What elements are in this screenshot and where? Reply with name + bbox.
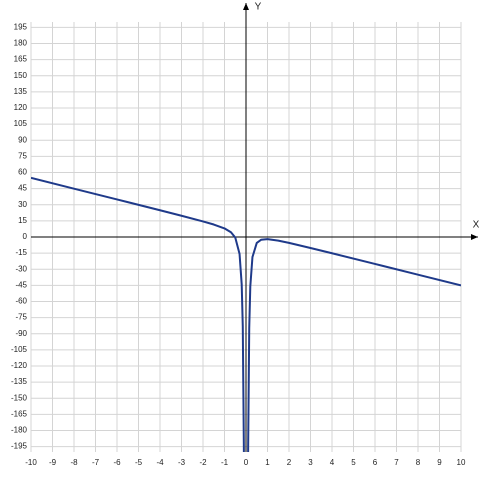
x-tick-label: 3 [308, 458, 313, 467]
x-tick-label: -9 [49, 458, 57, 467]
y-tick-label: 0 [23, 232, 28, 241]
y-axis-arrow [243, 3, 249, 10]
y-tick-label: -150 [11, 393, 28, 402]
x-tick-label: 6 [373, 458, 378, 467]
x-tick-label: 4 [330, 458, 335, 467]
x-tick-label: -5 [135, 458, 143, 467]
y-tick-label: -90 [15, 329, 27, 338]
y-tick-label: 120 [14, 103, 28, 112]
y-tick-label: -60 [15, 297, 27, 306]
y-tick-label: 15 [18, 216, 27, 225]
x-tick-label: 8 [416, 458, 421, 467]
y-tick-label: 150 [14, 71, 28, 80]
x-tick-label: 9 [437, 458, 442, 467]
y-tick-label: -75 [15, 313, 27, 322]
y-tick-label: -135 [11, 377, 28, 386]
x-axis-label: X [473, 220, 480, 231]
x-tick-label: 10 [457, 458, 466, 467]
y-tick-label: -30 [15, 264, 27, 273]
x-tick-label: 1 [265, 458, 270, 467]
x-tick-label: 2 [287, 458, 292, 467]
y-tick-label: 180 [14, 39, 28, 48]
y-tick-label: -180 [11, 426, 28, 435]
y-tick-label: 45 [18, 184, 27, 193]
y-tick-label: 90 [18, 135, 27, 144]
y-tick-label: 60 [18, 168, 27, 177]
x-tick-label: -3 [178, 458, 186, 467]
y-tick-label: -195 [11, 442, 28, 451]
x-tick-label: 5 [351, 458, 356, 467]
y-tick-label: -15 [15, 248, 27, 257]
x-tick-label: 0 [244, 458, 249, 467]
y-tick-label: 195 [14, 22, 28, 31]
x-tick-label: -8 [70, 458, 78, 467]
x-tick-label: -6 [113, 458, 121, 467]
x-tick-label: -2 [199, 458, 207, 467]
x-tick-label: -10 [25, 458, 37, 467]
y-tick-label: 105 [14, 119, 28, 128]
x-tick-label: 7 [394, 458, 399, 467]
x-tick-label: -7 [92, 458, 100, 467]
y-tick-label: -120 [11, 361, 28, 370]
x-tick-label: -1 [221, 458, 229, 467]
x-tick-label: -4 [156, 458, 164, 467]
y-tick-label: -105 [11, 345, 28, 354]
y-tick-label: 165 [14, 55, 28, 64]
y-tick-label: 75 [18, 151, 27, 160]
y-tick-label: -165 [11, 409, 28, 418]
y-tick-label: -45 [15, 280, 27, 289]
x-axis-arrow [471, 234, 478, 240]
y-tick-label: 30 [18, 200, 27, 209]
curve [31, 176, 461, 452]
y-axis-label: Y [255, 2, 262, 13]
y-tick-label: 135 [14, 87, 28, 96]
